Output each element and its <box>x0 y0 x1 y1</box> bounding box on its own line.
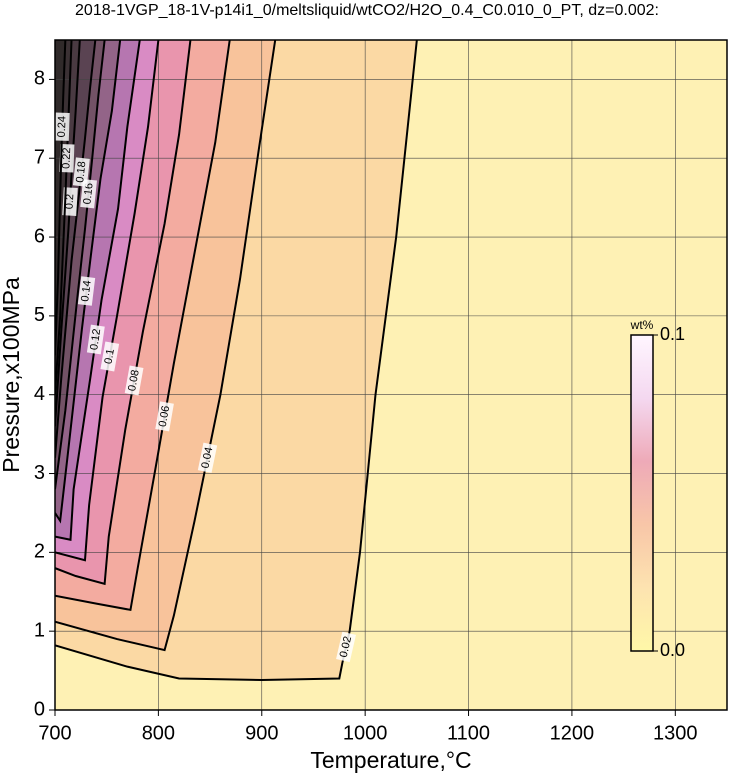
chart-title: 2018-1VGP_18-1V-p14i1_0/meltsliquid/wtCO… <box>75 2 659 19</box>
contour-line <box>55 40 418 682</box>
colorbar <box>630 334 654 652</box>
contour-label: 0.24 <box>56 116 69 138</box>
x-axis-label: Temperature,°C <box>310 747 471 773</box>
contour-label-group: 0.12 <box>86 324 105 355</box>
contour-label: 0.04 <box>199 446 215 469</box>
contour-label-group: 0.02 <box>336 631 356 663</box>
y-tick-label: 7 <box>34 147 45 169</box>
contour-label-bg <box>77 276 96 306</box>
contour-label: 0.1 <box>102 348 116 365</box>
contour-label: 0.02 <box>338 635 354 659</box>
contour-label: 0.14 <box>79 280 93 303</box>
contour-line <box>55 40 277 652</box>
x-tick-label: 1300 <box>653 722 698 744</box>
contour-label: 0.06 <box>157 405 173 428</box>
colorbar-tick-label: 0.1 <box>660 324 685 344</box>
y-tick-label: 2 <box>34 541 45 563</box>
y-tick-label: 1 <box>34 619 45 641</box>
contour-label-group: 0.18 <box>72 157 90 187</box>
contour-label-bg <box>197 442 218 473</box>
contour-label-bg <box>59 143 75 173</box>
contour-label-group: 0.24 <box>55 112 70 141</box>
contour-line <box>55 40 231 612</box>
contour-line <box>55 40 73 395</box>
x-tick-label: 900 <box>245 722 278 744</box>
x-tick-label: 1200 <box>550 722 595 744</box>
x-tick-label: 1100 <box>447 722 490 744</box>
y-tick-label: 6 <box>34 225 45 247</box>
x-tick-label: 1000 <box>343 722 388 744</box>
contour-label-bg <box>124 365 144 396</box>
contour-label-bg <box>72 157 90 187</box>
contour-label: 0.22 <box>60 147 73 169</box>
contour-label: 0.2 <box>63 194 76 210</box>
contour-label-bg <box>336 631 356 663</box>
contour-line <box>55 40 67 356</box>
contour-layer: 0.020.040.060.080.10.120.140.160.180.20.… <box>55 40 727 710</box>
y-axis-label: Pressure,x100MPa <box>0 277 24 473</box>
contour-label-group: 0.1 <box>100 341 120 372</box>
contour-label: 0.18 <box>74 161 88 184</box>
contour-label-group: 0.08 <box>124 365 144 396</box>
y-tick-label: 0 <box>34 698 45 720</box>
y-tick-label: 4 <box>34 383 45 405</box>
contour-label-bg <box>86 324 105 355</box>
y-tick-label: 8 <box>34 68 45 90</box>
contour-label-bg <box>100 341 120 372</box>
contour-line <box>55 40 192 586</box>
contour-label: 0.08 <box>126 369 142 392</box>
contour-line <box>55 40 97 458</box>
colorbar-tick-label: 0.0 <box>660 640 685 660</box>
contour-label-group: 0.22 <box>59 143 75 173</box>
contour-label: 0.12 <box>88 328 103 351</box>
colorbar-label: wt% <box>630 318 654 332</box>
y-tick-label: 5 <box>34 304 45 326</box>
contour-label-group: 0.04 <box>197 442 218 473</box>
contour-label-group: 0.14 <box>77 276 96 306</box>
x-tick-label: 700 <box>38 722 71 744</box>
contour-label-bg <box>55 112 70 141</box>
plot-frame <box>54 39 728 711</box>
contour-label-group: 0.06 <box>155 401 174 432</box>
contour-label: 0.16 <box>81 182 95 205</box>
contour-label-bg <box>155 401 174 432</box>
x-tick-label: 800 <box>142 722 175 744</box>
contour-line <box>55 40 106 490</box>
y-tick-label: 3 <box>34 462 45 484</box>
